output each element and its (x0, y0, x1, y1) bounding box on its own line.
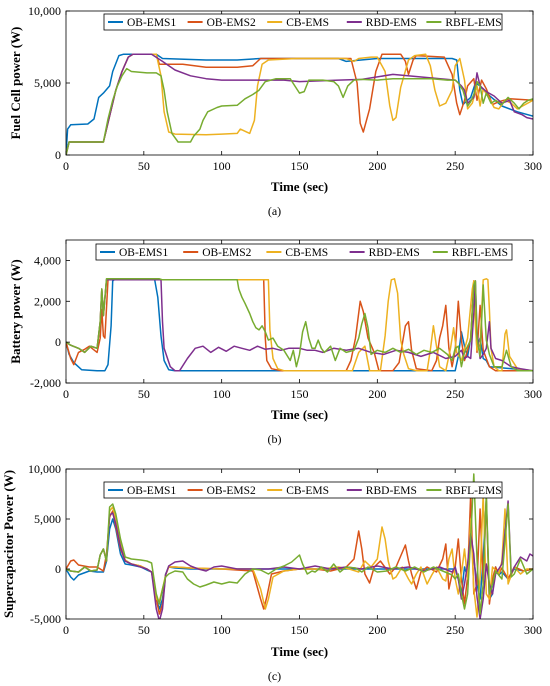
x-tick-label: 0 (63, 159, 69, 173)
panel-caption: (a) (268, 204, 281, 218)
series-line-rbfl-ems (66, 473, 533, 615)
legend-item-ob-ems1: OB-EMS1 (108, 485, 176, 497)
series-line-ob-ems2 (66, 53, 533, 155)
x-axis-title: Time (sec) (271, 179, 328, 194)
legend-item-ob-ems1: OB-EMS1 (108, 17, 176, 29)
x-tick-label: 250 (446, 387, 464, 401)
y-tick-label: 0 (55, 562, 61, 576)
legend-item-ob-ems2: OB-EMS2 (187, 17, 256, 29)
legend-item-cb-ems: CB-EMS (267, 485, 329, 497)
legend-item-rbfl-ems: RBFL-EMS (432, 247, 508, 259)
series-line-rbd-ems (66, 53, 533, 155)
x-tick-label: 0 (63, 623, 69, 637)
x-tick-label: 50 (138, 387, 150, 401)
x-tick-label: 0 (63, 387, 69, 401)
legend-label: CB-EMS (286, 485, 329, 497)
legend-item-cb-ems: CB-EMS (266, 247, 328, 259)
panel-b: 0 50 100 150 200 250 300-2,00002,0004,000Time … (8, 239, 542, 446)
series-line-cb-ems (66, 53, 533, 155)
x-tick-label: 150 (291, 159, 309, 173)
x-axis-title: Time (sec) (271, 644, 328, 659)
legend-label: OB-EMS1 (127, 485, 176, 497)
x-tick-label: 300 (524, 387, 542, 401)
panel-caption: (b) (268, 432, 282, 446)
legend-label: OB-EMS1 (127, 17, 176, 29)
legend: OB-EMS1 OB-EMS2 CB-EMS RBD-EMS RBFL-EMS (95, 243, 513, 261)
legend-box (95, 243, 513, 261)
series-line-rbd-ems (66, 500, 533, 619)
y-tick-label: 10,000 (28, 462, 61, 476)
y-tick-label: 2,000 (34, 294, 61, 308)
x-tick-label: 200 (368, 387, 386, 401)
x-tick-label: 200 (368, 623, 386, 637)
y-tick-label: 0 (55, 148, 61, 162)
legend-label: RBD-EMS (369, 247, 420, 259)
x-tick-label: 50 (138, 159, 150, 173)
series-line-rbfl-ems (66, 278, 533, 372)
y-axis-title: Supercapacitor Power (W) (1, 470, 16, 618)
legend-item-rbd-ems: RBD-EMS (349, 247, 420, 259)
legend-label: OB-EMS2 (207, 485, 256, 497)
legend-item-ob-ems1: OB-EMS1 (100, 247, 168, 259)
legend-item-ob-ems2: OB-EMS2 (187, 485, 256, 497)
y-tick-label: 5,000 (34, 76, 61, 90)
x-tick-label: 150 (291, 387, 309, 401)
legend-label: OB-EMS2 (202, 247, 251, 259)
x-tick-label: 100 (213, 623, 231, 637)
panel-a: 0 50 100 150 200 250 300 0 5,000 10,000 Time (sec)… (8, 4, 542, 218)
y-tick-label: 5,000 (34, 512, 61, 526)
legend-item-rbfl-ems: RBFL-EMS (426, 17, 502, 29)
x-tick-label: 300 (524, 623, 542, 637)
x-tick-label: 250 (446, 159, 464, 173)
y-tick-label: -2,000 (30, 376, 61, 390)
legend-label: RBFL-EMS (445, 485, 501, 497)
legend-item-rbfl-ems: RBFL-EMS (426, 485, 502, 497)
legend-item-cb-ems: CB-EMS (267, 17, 329, 29)
x-tick-label: 100 (213, 159, 231, 173)
series-group (66, 278, 533, 372)
legend-label: RBD-EMS (366, 485, 417, 497)
legend-item-rbd-ems: RBD-EMS (346, 485, 417, 497)
legend-item-rbd-ems: RBD-EMS (346, 17, 417, 29)
y-tick-label: -5,000 (30, 612, 61, 626)
legend-label: RBFL-EMS (452, 247, 508, 259)
x-tick-label: 150 (291, 623, 309, 637)
plot-frame (65, 10, 534, 156)
legend-label: RBD-EMS (366, 17, 417, 29)
legend-label: OB-EMS2 (207, 17, 256, 29)
legend-label: OB-EMS1 (119, 247, 168, 259)
x-axis-title: Time (sec) (271, 407, 328, 422)
legend-label: CB-EMS (285, 247, 328, 259)
y-tick-label: 4,000 (34, 253, 61, 267)
legend: OB-EMS1 OB-EMS2 CB-EMS RBD-EMS RBFL-EMS (103, 481, 503, 499)
y-tick-label: 0 (55, 335, 61, 349)
x-tick-label: 200 (368, 159, 386, 173)
x-tick-label: 100 (213, 387, 231, 401)
legend-box (103, 13, 503, 31)
y-axis-title: Battery power (W) (8, 259, 23, 363)
x-tick-label: 50 (138, 623, 150, 637)
y-axis-title: Fuel Cell power (W) (8, 27, 23, 140)
series-group (66, 473, 533, 619)
series-line-ob-ems2 (66, 493, 533, 615)
y-tick-label: 10,000 (28, 4, 61, 18)
x-tick-label: 250 (446, 623, 464, 637)
legend-label: RBFL-EMS (445, 17, 501, 29)
panel-caption: (c) (268, 669, 281, 683)
series-line-rbfl-ems (66, 67, 533, 155)
legend-box (103, 481, 503, 499)
series-group (66, 53, 533, 155)
legend: OB-EMS1 OB-EMS2 CB-EMS RBD-EMS RBFL-EMS (103, 13, 503, 31)
panel-c: 0 50 100 150 200 250 300-5,00005,00010,000Time… (1, 462, 542, 683)
legend-item-ob-ems2: OB-EMS2 (183, 247, 252, 259)
x-tick-label: 300 (524, 159, 542, 173)
legend-label: CB-EMS (286, 17, 329, 29)
